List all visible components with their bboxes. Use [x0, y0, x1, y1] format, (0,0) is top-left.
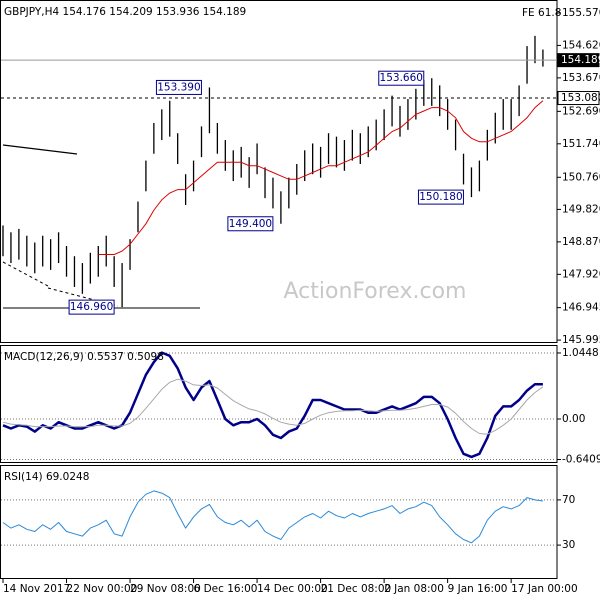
y-tick-label: 146.945	[562, 302, 600, 314]
indicator-line	[2, 351, 543, 459]
panel-title: MACD(12,26,9) 0.5537 0.5098	[4, 351, 164, 363]
y-tick-label: 70	[562, 494, 575, 506]
watermark: ActionForex.com	[284, 279, 467, 304]
x-tick-label: 21 Dec 08:00	[321, 583, 392, 595]
price-level-label: 154.189	[561, 54, 600, 66]
panel-frame	[0, 345, 558, 463]
indicator-line	[2, 490, 543, 544]
y-tick-label: 155.570	[562, 7, 600, 19]
annotation-box	[417, 189, 464, 205]
x-tick-label: 14 Nov 2017	[3, 583, 70, 595]
note: FE 61.8	[522, 7, 561, 19]
annotation-label: 146.960	[70, 301, 113, 313]
annotation-label: 149.400	[229, 218, 272, 230]
y-tick-label: 149.820	[562, 203, 600, 215]
indicator-line	[2, 378, 544, 435]
panel-title: RSI(14) 69.0248	[4, 471, 89, 483]
channel-line	[2, 261, 49, 287]
annotation-box	[68, 299, 115, 315]
price-level-box	[557, 91, 600, 106]
y-tick-label: 151.740	[562, 138, 600, 150]
panel-frame	[0, 0, 558, 343]
annotation-box	[378, 70, 425, 86]
annotation-label: 153.390	[157, 81, 200, 93]
trend-line	[2, 144, 78, 155]
x-tick-label: 6 Dec 16:00	[194, 583, 258, 595]
y-tick-label: 150.760	[562, 171, 600, 183]
x-tick-label: 14 Dec 00:00	[257, 583, 328, 595]
price-level-box	[557, 53, 600, 68]
x-tick-label: 2 Jan 08:00	[384, 583, 444, 595]
y-tick-label: 30	[562, 539, 575, 551]
annotation-box	[227, 216, 274, 232]
annotation-label: 153.660	[380, 72, 423, 84]
annotation-box	[155, 79, 202, 95]
y-tick-label: 154.620	[562, 39, 600, 51]
moving-average	[98, 100, 544, 255]
panel-title: GBPJPY,H4 154.176 154.209 153.936 154.18…	[4, 6, 246, 18]
y-tick-label: 152.690	[562, 105, 600, 117]
price-level-label: 153.080	[561, 92, 600, 104]
y-tick-label: 153.670	[562, 72, 600, 84]
y-tick-label: -0.6409	[562, 454, 600, 466]
y-tick-label: 1.0448	[562, 347, 599, 359]
x-tick-label: 9 Jan 16:00	[448, 583, 508, 595]
y-tick-label: 147.920	[562, 268, 600, 280]
panel-frame	[0, 465, 558, 579]
x-tick-label: 29 Nov 08:00	[130, 583, 201, 595]
x-tick-label: 17 Jan 00:00	[511, 583, 577, 595]
x-tick-label: 22 Nov 00:00	[67, 583, 138, 595]
y-tick-label: 145.995	[562, 334, 600, 346]
y-tick-label: 148.870	[562, 236, 600, 248]
annotation-label: 150.180	[419, 191, 462, 203]
y-tick-label: 0.00	[562, 413, 585, 425]
